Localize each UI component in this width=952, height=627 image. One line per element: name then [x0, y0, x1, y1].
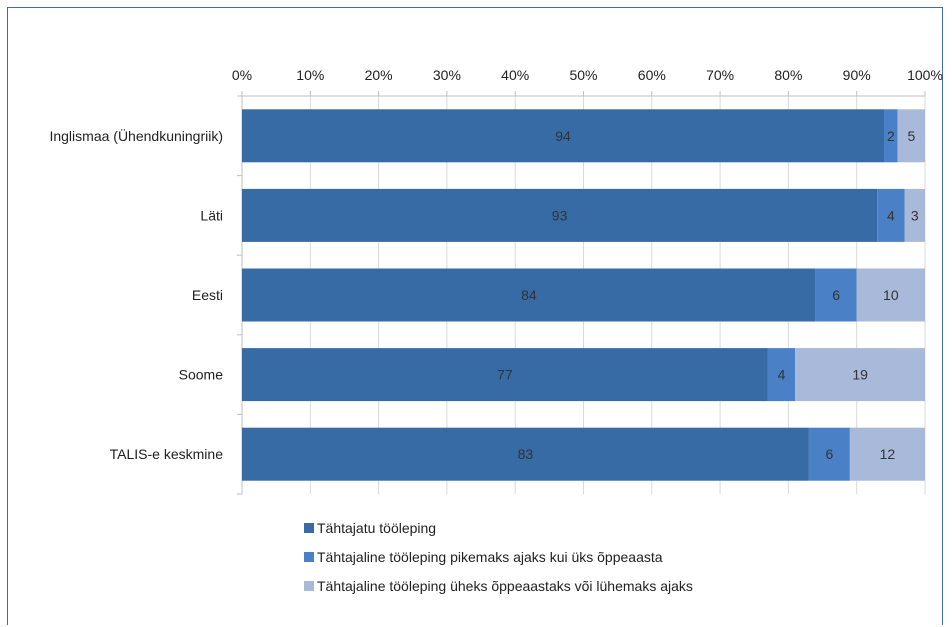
legend-label: Tähtajaline tööleping pikemaks ajaks kui… — [317, 548, 663, 565]
x-tick-label: 20% — [365, 67, 393, 83]
data-label: 2 — [887, 128, 895, 144]
data-label: 6 — [825, 446, 833, 462]
x-tick-label: 30% — [433, 67, 461, 83]
category-label: Eesti — [192, 287, 223, 303]
legend-swatch — [304, 551, 314, 562]
legend-item: Tähtajaline tööleping pikemaks ajaks kui… — [304, 547, 693, 566]
x-tick-label: 70% — [706, 67, 734, 83]
data-label: 4 — [778, 367, 786, 383]
legend-swatch — [304, 522, 314, 533]
bar-segment — [808, 427, 850, 481]
legend-swatch — [304, 580, 314, 591]
x-tick-label: 80% — [774, 67, 802, 83]
x-tick-label: 100% — [907, 67, 943, 83]
data-label: 6 — [832, 287, 840, 303]
bar-segment — [242, 109, 885, 163]
bar-segment — [856, 268, 925, 322]
data-label: 5 — [907, 128, 915, 144]
x-tick-label: 0% — [232, 67, 252, 83]
data-label: 3 — [911, 207, 919, 223]
bar-segment — [242, 188, 878, 242]
data-label: 4 — [887, 207, 895, 223]
bar-segment — [242, 268, 816, 322]
bar-segment — [795, 348, 925, 402]
bar-segment — [877, 188, 905, 242]
legend-item: Tähtajaline tööleping üheks õppeaastaks … — [304, 576, 693, 595]
data-label: 93 — [552, 207, 568, 223]
bar-segment — [897, 109, 925, 163]
category-label: Soome — [179, 367, 224, 383]
x-tick-label: 10% — [296, 67, 324, 83]
bar-segment — [242, 348, 768, 402]
x-tick-label: 60% — [638, 67, 666, 83]
legend-label: Tähtajatu tööleping — [317, 519, 437, 536]
data-label: 12 — [880, 446, 896, 462]
category-label: Läti — [200, 207, 223, 223]
x-tick-label: 40% — [501, 67, 529, 83]
bar-segment — [904, 188, 925, 242]
bar-segment — [849, 427, 925, 481]
legend-label: Tähtajaline tööleping üheks õppeaastaks … — [317, 577, 693, 594]
data-label: 19 — [852, 367, 868, 383]
legend: Tähtajatu tööleping Tähtajaline tööleping… — [304, 518, 693, 605]
data-label: 10 — [883, 287, 899, 303]
bar-segment — [242, 427, 809, 481]
bar-segment — [767, 348, 796, 402]
data-label: 77 — [497, 367, 513, 383]
category-label: Inglismaa (Ühendkuningriik) — [49, 127, 223, 144]
x-tick-label: 50% — [569, 67, 597, 83]
bar-segment — [884, 109, 898, 163]
data-label: 84 — [521, 287, 537, 303]
bar-segment — [815, 268, 857, 322]
category-label: TALIS-e keskmine — [110, 446, 224, 462]
legend-item: Tähtajatu tööleping — [304, 518, 693, 537]
data-label: 83 — [518, 446, 534, 462]
data-label: 94 — [555, 128, 571, 144]
x-tick-label: 90% — [843, 67, 871, 83]
chart-frame — [7, 7, 943, 625]
